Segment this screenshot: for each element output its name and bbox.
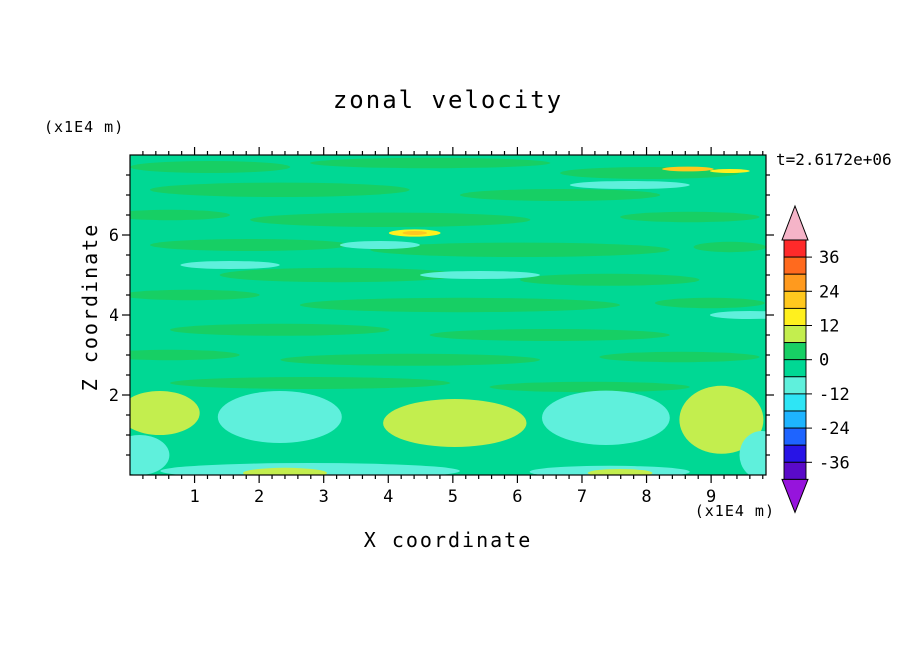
contour-feature <box>170 377 451 389</box>
colorbar-band <box>783 410 807 429</box>
time-label: t=2.6172e+06 <box>776 150 892 169</box>
contour-feature <box>130 289 260 301</box>
contour-feature <box>739 431 766 475</box>
contour-feature <box>709 311 766 319</box>
contour-feature <box>693 241 766 253</box>
x-tick-label: 9 <box>706 487 716 507</box>
contour-feature <box>599 351 760 363</box>
colorbar-label: 24 <box>819 282 839 302</box>
colorbar-label: 36 <box>819 248 839 268</box>
y-axis-label: Z coordinate <box>78 222 102 392</box>
colorbar-band <box>783 307 807 326</box>
contour-feature <box>243 467 327 475</box>
x-axis-unit-bottom: (x1E4 m) <box>694 502 775 520</box>
x-tick-label: 6 <box>512 487 522 507</box>
contour-feature <box>217 391 342 443</box>
contour-feature <box>150 182 410 197</box>
contour-feature <box>250 212 531 227</box>
colorbar-band <box>783 290 807 309</box>
colorbar-label: 0 <box>819 351 829 371</box>
contour-feature <box>150 239 351 251</box>
contour-feature <box>130 209 230 221</box>
axis-ticks <box>122 147 774 483</box>
y-tick-label: 2 <box>110 386 119 406</box>
x-tick-label: 8 <box>641 487 651 507</box>
contour-feature <box>370 242 670 257</box>
contour-feature <box>130 391 200 435</box>
x-axis-label: X coordinate <box>363 528 533 552</box>
contour-feature <box>679 385 764 454</box>
colorbar: 36 24 12 0 -12 -24 -36 <box>781 204 850 514</box>
colorbar-label: -36 <box>819 453 850 473</box>
contour-feature <box>383 399 527 447</box>
plot-title: zonal velocity <box>332 86 564 114</box>
contour-feature <box>130 161 291 173</box>
x-tick-label: 4 <box>383 487 393 507</box>
contour-feature <box>542 390 670 445</box>
contour-feature <box>519 273 700 286</box>
colorbar-band <box>783 342 807 361</box>
colorbar-label: -12 <box>819 385 850 405</box>
contour-feature <box>459 189 661 201</box>
y-tick-label: 6 <box>110 226 119 246</box>
colorbar-band <box>783 393 807 412</box>
colorbar-label: 12 <box>819 317 839 337</box>
contour-feature <box>489 381 690 393</box>
colorbar-band <box>783 325 807 344</box>
colorbar-band <box>783 461 807 480</box>
contour-feature <box>429 329 670 341</box>
colorbar-band <box>783 427 807 446</box>
x-tick-label: 5 <box>448 487 458 507</box>
colorbar-under-arrow <box>781 478 809 514</box>
x-tick-label: 7 <box>577 487 587 507</box>
contour-feature <box>130 435 170 475</box>
contour-feature <box>180 261 280 269</box>
contour-feature <box>654 297 765 309</box>
x-tick-label: 2 <box>254 487 264 507</box>
x-tick-label: 1 <box>189 487 199 507</box>
contour-feature <box>310 157 551 169</box>
contour-feature <box>709 169 750 173</box>
contour-feature <box>339 241 420 249</box>
colorbar-over-arrow <box>781 204 809 241</box>
contour-feature <box>170 323 390 336</box>
contour-feature <box>130 349 240 361</box>
x-tick-label: 3 <box>319 487 329 507</box>
contour-feature <box>219 267 460 283</box>
y-tick-label: 4 <box>110 306 119 326</box>
contour-plot: 1 2 3 4 5 6 7 8 9 2 4 6 <box>110 147 774 507</box>
contour-feature <box>402 231 428 235</box>
contour-feature <box>569 181 690 189</box>
colorbar-band <box>783 256 807 275</box>
colorbar-band <box>783 273 807 292</box>
contour-field <box>130 155 766 475</box>
colorbar-band <box>783 376 807 395</box>
colorbar-band <box>783 444 807 463</box>
contour-feature <box>587 469 653 475</box>
colorbar-band <box>783 359 807 378</box>
contour-feature <box>299 297 620 313</box>
colorbar-band <box>783 239 807 258</box>
y-axis-unit: (x1E4 m) <box>44 118 125 136</box>
contour-feature <box>280 353 540 366</box>
contour-feature <box>662 166 714 172</box>
colorbar-label: -24 <box>819 419 850 439</box>
contour-feature <box>620 211 760 223</box>
contour-feature <box>420 271 540 279</box>
